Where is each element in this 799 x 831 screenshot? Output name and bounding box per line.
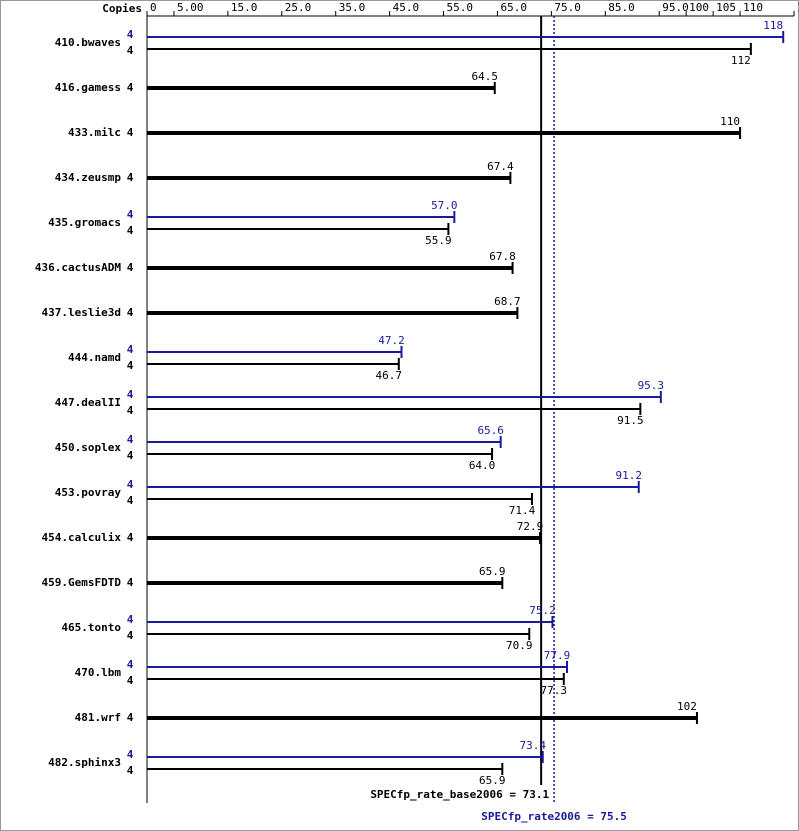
copies: 4 (127, 404, 134, 417)
x-tick-label: 65.0 (500, 1, 527, 14)
value-label: 47.2 (378, 334, 405, 347)
copies: 4 (127, 764, 134, 777)
x-tick-label: 35.0 (339, 1, 366, 14)
value-label: 73.4 (519, 739, 546, 752)
copies: 4 (127, 388, 134, 401)
value-label: 112 (731, 54, 751, 67)
copies: 4 (127, 531, 134, 544)
x-tick-label: 105 (716, 1, 736, 14)
copies: 4 (127, 449, 134, 462)
category-label: 444.namd (68, 351, 121, 364)
copies: 4 (127, 208, 134, 221)
value-label: 55.9 (425, 234, 452, 247)
x-tick-label: 95.0 (662, 1, 689, 14)
value-label: 70.9 (506, 639, 533, 652)
copies: 4 (127, 613, 134, 626)
category-label: 410.bwaves (55, 36, 121, 49)
value-label: 46.7 (376, 369, 403, 382)
copies: 4 (127, 658, 134, 671)
copies: 4 (127, 494, 134, 507)
value-label: 77.9 (544, 649, 571, 662)
x-tick-label: 5.00 (177, 1, 204, 14)
category-label: 416.gamess (55, 81, 121, 94)
copies: 4 (127, 674, 134, 687)
value-label: 77.3 (541, 684, 568, 697)
copies: 4 (127, 748, 134, 761)
copies-header: Copies (102, 2, 142, 15)
value-label: 118 (763, 19, 783, 32)
x-tick-label: 15.0 (231, 1, 258, 14)
copies: 4 (127, 629, 134, 642)
value-label: 75.2 (529, 604, 556, 617)
copies: 4 (127, 28, 134, 41)
copies: 4 (127, 359, 134, 372)
category-label: 459.GemsFDTD (42, 576, 122, 589)
copies: 4 (127, 478, 134, 491)
value-label: 64.0 (469, 459, 496, 472)
category-label: 470.lbm (75, 666, 122, 679)
category-label: 481.wrf (75, 711, 121, 724)
value-label: 67.4 (487, 160, 514, 173)
value-label: 57.0 (431, 199, 458, 212)
copies: 4 (127, 81, 134, 94)
value-label: 91.2 (615, 469, 642, 482)
copies: 4 (127, 433, 134, 446)
x-tick-label: 25.0 (285, 1, 312, 14)
value-label: 71.4 (509, 504, 536, 517)
x-tick-label: 85.0 (608, 1, 635, 14)
value-label: 68.7 (494, 295, 521, 308)
category-label: 453.povray (55, 486, 122, 499)
category-label: 433.milc (68, 126, 121, 139)
x-tick-label: 120 (797, 1, 799, 14)
category-label: 482.sphinx3 (48, 756, 121, 769)
copies: 4 (127, 343, 134, 356)
copies: 4 (127, 44, 134, 57)
x-tick-label: 55.0 (447, 1, 474, 14)
category-label: 465.tonto (61, 621, 121, 634)
x-tick-label: 75.0 (554, 1, 581, 14)
value-label: 64.5 (472, 70, 499, 83)
value-label: 65.6 (477, 424, 504, 437)
x-tick-label: 0 (150, 1, 157, 14)
x-tick-label: 110 (743, 1, 763, 14)
copies: 4 (127, 306, 134, 319)
copies: 4 (127, 576, 134, 589)
copies: 4 (127, 224, 134, 237)
x-tick-label: 100 (689, 1, 709, 14)
reference-label: SPECfp_rate_base2006 = 73.1 (370, 788, 549, 801)
value-label: 67.8 (489, 250, 516, 263)
value-label: 72.9 (517, 520, 544, 533)
value-label: 65.9 (479, 565, 506, 578)
category-label: 436.cactusADM (35, 261, 121, 274)
copies: 4 (127, 171, 134, 184)
value-label: 95.3 (638, 379, 665, 392)
value-label: 102 (677, 700, 697, 713)
category-label: 454.calculix (42, 531, 122, 544)
copies: 4 (127, 261, 134, 274)
copies: 4 (127, 126, 134, 139)
value-label: 110 (720, 115, 740, 128)
x-tick-label: 45.0 (393, 1, 420, 14)
category-label: 450.soplex (55, 441, 122, 454)
copies: 4 (127, 711, 134, 724)
category-label: 434.zeusmp (55, 171, 122, 184)
category-label: 435.gromacs (48, 216, 121, 229)
value-label: 65.9 (479, 774, 506, 787)
reference-label: SPECfp_rate2006 = 75.5 (481, 810, 627, 823)
category-label: 437.leslie3d (42, 306, 121, 319)
category-label: 447.dealII (55, 396, 121, 409)
value-label: 91.5 (617, 414, 644, 427)
